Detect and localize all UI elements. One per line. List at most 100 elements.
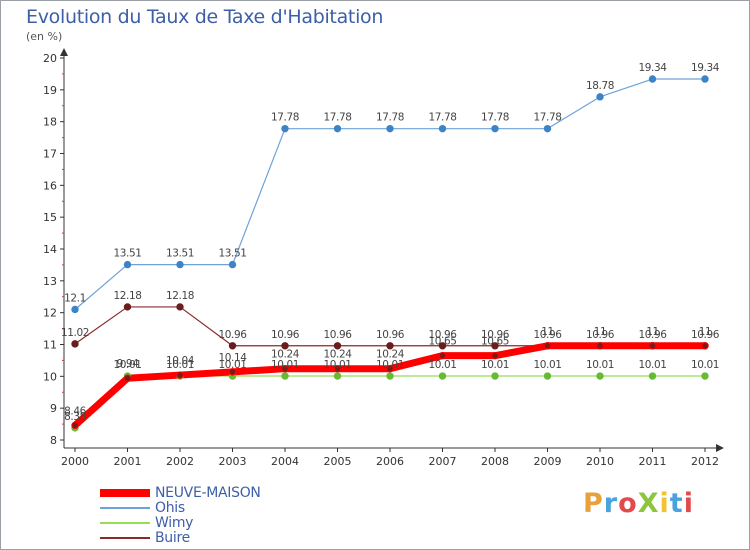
data-point: [701, 75, 709, 83]
data-label: 10.01: [691, 359, 719, 371]
data-label: 10.01: [428, 359, 456, 371]
data-label: 10.01: [638, 359, 666, 371]
data-point: [491, 372, 499, 380]
data-point: [386, 124, 394, 133]
data-point: [176, 371, 184, 379]
data-point: [596, 93, 604, 101]
data-label: 11: [646, 326, 659, 338]
data-point: [543, 342, 552, 350]
data-label: 13.51: [113, 248, 141, 260]
data-label: 10.96: [218, 329, 247, 341]
data-label: 17.78: [428, 112, 456, 124]
data-label: 12.18: [113, 290, 141, 302]
y-tick-label: 19: [43, 84, 57, 97]
x-tick-label: 2009: [534, 455, 562, 468]
data-label: 10.96: [586, 329, 615, 341]
data-label: 10.01: [218, 359, 246, 371]
x-tick-label: 2007: [429, 455, 457, 468]
x-tick-label: 2010: [586, 455, 614, 468]
data-label: 11: [594, 326, 607, 338]
data-label: 10.96: [376, 329, 405, 341]
data-label: 10.96: [638, 329, 667, 341]
y-tick-label: 15: [43, 211, 57, 224]
data-point: [491, 124, 499, 133]
x-tick-label: 2011: [639, 455, 667, 468]
data-point: [438, 351, 447, 360]
data-point: [123, 260, 132, 269]
data-point: [281, 124, 289, 133]
data-point: [386, 364, 394, 373]
data-label: 10.65: [428, 336, 456, 348]
data-point: [71, 305, 79, 314]
data-label: 10.04: [166, 355, 195, 367]
data-label: 10.01: [481, 359, 509, 371]
data-label: 13.51: [218, 248, 246, 260]
y-tick-label: 20: [43, 52, 57, 65]
data-label: 10.24: [323, 349, 352, 361]
data-label: 18.78: [586, 80, 614, 92]
y-tick-label: 11: [43, 339, 57, 352]
x-tick-label: 2008: [481, 455, 509, 468]
legend-label: Buire: [155, 530, 190, 546]
data-point: [438, 372, 447, 380]
series-line-wimy: [74, 375, 705, 429]
legend-label: Ohis: [155, 500, 185, 516]
legend-label: Wimy: [155, 515, 194, 531]
data-label: 17.78: [271, 112, 299, 124]
chart-subtitle: (en %): [26, 30, 63, 43]
data-label: 10.24: [376, 349, 405, 361]
data-label: 17.78: [323, 112, 351, 124]
data-point: [123, 374, 132, 382]
data-point: [333, 364, 342, 373]
y-tick-label: 17: [43, 148, 57, 161]
legend-swatch: [100, 537, 150, 539]
data-label: 8.46: [64, 405, 86, 417]
logo-letter: t: [669, 488, 684, 519]
legend-swatch: [100, 507, 150, 509]
data-label: 17.78: [376, 112, 404, 124]
x-tick-label: 2002: [166, 455, 194, 468]
data-point: [333, 342, 342, 350]
logo-letter: i: [683, 488, 694, 519]
data-point: [333, 372, 342, 380]
data-point: [228, 368, 237, 376]
data-label: 10.01: [271, 359, 299, 371]
data-label: 10.01: [113, 359, 141, 371]
data-point: [281, 364, 289, 373]
logo-letter: P: [583, 488, 604, 519]
y-tick-label: 16: [43, 179, 57, 192]
x-axis-arrow: [716, 444, 724, 452]
chart-title: Evolution du Taux de Taxe d'Habitation: [26, 6, 384, 28]
data-point: [386, 342, 394, 350]
logo-letter: X: [637, 488, 660, 519]
line-chart: 8 9 10 11 12 13 14 15 16 17 18 19 20 2000 2001 2002 2003…: [43, 48, 724, 468]
data-point: [438, 342, 447, 350]
data-label: 12.18: [166, 290, 194, 302]
data-label: 10.96: [691, 329, 720, 341]
data-label: 19.34: [691, 62, 720, 74]
data-label: 10.01: [166, 359, 194, 371]
legend-swatch: [100, 522, 150, 524]
data-label: 10.01: [533, 359, 561, 371]
data-label: 11: [541, 326, 554, 338]
y-tick-label: 14: [43, 243, 57, 256]
data-point: [123, 303, 132, 311]
data-point: [543, 124, 552, 133]
data-label: 10.65: [481, 336, 509, 348]
data-point: [438, 124, 447, 133]
data-label: 10.96: [533, 329, 562, 341]
legend-label: NEUVE-MAISON: [155, 485, 261, 501]
data-point: [71, 421, 79, 430]
data-label: 12.1: [64, 292, 86, 304]
data-point: [648, 75, 657, 83]
data-point: [701, 372, 709, 380]
legend-swatch: [100, 489, 150, 497]
x-tick-label: 2006: [376, 455, 404, 468]
data-point: [176, 260, 184, 269]
data-label: 10.96: [481, 329, 510, 341]
data-point: [71, 340, 79, 348]
data-point: [228, 342, 237, 350]
y-tick-label: 9: [50, 402, 57, 415]
logo-letter: r: [603, 488, 619, 519]
data-label: 11.02: [61, 327, 89, 339]
